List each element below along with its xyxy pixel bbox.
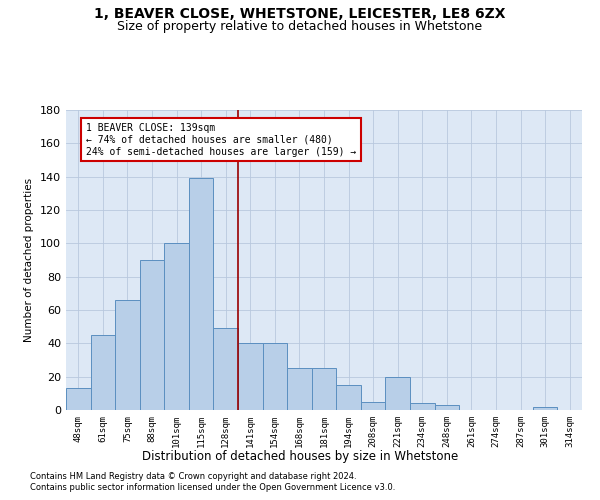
Bar <box>312 368 336 410</box>
Bar <box>164 244 189 410</box>
Bar <box>140 260 164 410</box>
Bar <box>361 402 385 410</box>
Text: Contains public sector information licensed under the Open Government Licence v3: Contains public sector information licen… <box>30 484 395 492</box>
Text: Distribution of detached houses by size in Whetstone: Distribution of detached houses by size … <box>142 450 458 463</box>
Bar <box>434 405 459 410</box>
Bar <box>66 388 91 410</box>
Y-axis label: Number of detached properties: Number of detached properties <box>25 178 34 342</box>
Bar <box>91 335 115 410</box>
Bar <box>410 404 434 410</box>
Bar <box>533 406 557 410</box>
Bar <box>336 385 361 410</box>
Bar <box>214 328 238 410</box>
Text: 1 BEAVER CLOSE: 139sqm
← 74% of detached houses are smaller (480)
24% of semi-de: 1 BEAVER CLOSE: 139sqm ← 74% of detached… <box>86 124 356 156</box>
Bar <box>115 300 140 410</box>
Bar <box>263 344 287 410</box>
Text: Contains HM Land Registry data © Crown copyright and database right 2024.: Contains HM Land Registry data © Crown c… <box>30 472 356 481</box>
Text: 1, BEAVER CLOSE, WHETSTONE, LEICESTER, LE8 6ZX: 1, BEAVER CLOSE, WHETSTONE, LEICESTER, L… <box>94 8 506 22</box>
Bar <box>189 178 214 410</box>
Bar <box>238 344 263 410</box>
Text: Size of property relative to detached houses in Whetstone: Size of property relative to detached ho… <box>118 20 482 33</box>
Bar <box>287 368 312 410</box>
Bar <box>385 376 410 410</box>
